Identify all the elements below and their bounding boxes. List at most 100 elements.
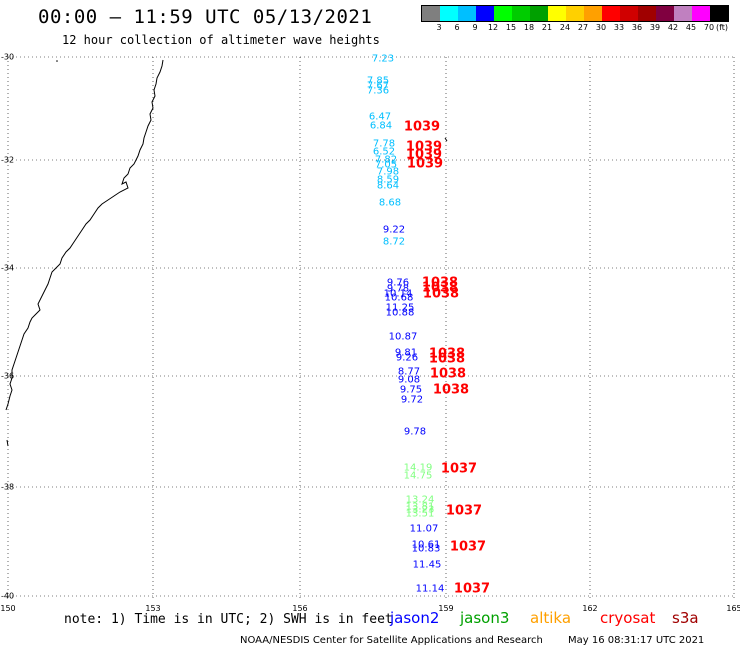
wave-height-value: 14.19 — [403, 462, 433, 474]
legend-tick: 70 — [703, 23, 715, 32]
wave-height-value: 11.45 — [412, 559, 442, 571]
wave-height-value: 7.98 — [376, 166, 400, 178]
wave-height-value: 8.59 — [376, 174, 400, 186]
legend-swatch — [656, 6, 674, 21]
latitude-label: -38 — [1, 482, 15, 492]
pressure-value: 1037 — [445, 503, 483, 519]
wave-height-value: 9.22 — [382, 224, 406, 236]
legend-swatch — [566, 6, 584, 21]
wave-height-value: 6.47 — [368, 111, 392, 123]
legend-swatch — [458, 6, 476, 21]
wave-height-value: 11.25 — [385, 302, 415, 314]
legend-swatch — [422, 6, 440, 21]
wave-height-value: 9.78 — [386, 283, 410, 295]
pressure-value: 1037 — [449, 539, 487, 555]
longitude-label: 156 — [292, 604, 308, 613]
wave-height-value: 14.75 — [403, 470, 433, 482]
legend-tick: 15 — [505, 23, 517, 32]
legend-tick: 42 — [667, 23, 679, 32]
legend-tick: 6 — [454, 23, 460, 32]
wave-height-value: 9.75 — [399, 384, 423, 396]
wave-height-value: 7.05 — [374, 159, 398, 171]
latitude-label: -40 — [1, 591, 15, 601]
legend-tick: 21 — [541, 23, 553, 32]
longitude-label: 162 — [582, 604, 598, 613]
wave-height-value: 10.83 — [411, 543, 441, 555]
wave-height-value: 10.14 — [383, 288, 413, 300]
legend-swatch — [530, 6, 548, 21]
longitude-label: 153 — [145, 604, 161, 613]
legend-swatch — [584, 6, 602, 21]
coastline-fragment — [6, 439, 9, 447]
wave-height-value: 9.81 — [394, 347, 418, 359]
wave-height-value: 7.23 — [371, 53, 395, 65]
coastline — [5, 59, 164, 411]
wave-height-value: 7.36 — [366, 85, 390, 97]
legend-swatch — [710, 6, 728, 21]
legend-swatch — [692, 6, 710, 21]
wave-height-value: 13.23 — [405, 504, 435, 516]
wave-height-value: 13.51 — [405, 508, 435, 520]
legend-tick: 24 — [559, 23, 571, 32]
island-marker — [444, 137, 448, 142]
pressure-value: 1038 — [428, 351, 466, 367]
pressure-value: 1038 — [421, 275, 459, 291]
generated-timestamp: May 16 08:31:17 UTC 2021 — [568, 635, 705, 646]
satellite-label-cryosat: cryosat — [600, 609, 656, 627]
wave-height-value: 8.64 — [376, 180, 400, 192]
wave-height-value: 9.78 — [403, 426, 427, 438]
wave-height-value: 9.08 — [397, 374, 421, 386]
legend-swatch — [638, 6, 656, 21]
pressure-value: 1038 — [422, 286, 460, 302]
wave-height-value: 7.67 — [366, 80, 390, 92]
satellite-label-s3a: s3a — [672, 609, 699, 627]
legend-swatch — [476, 6, 494, 21]
pressure-value: 1039 — [403, 119, 441, 135]
legend-unit: (ft) — [715, 23, 729, 32]
wave-height-value: 11.07 — [409, 523, 439, 535]
wave-height-value: 7.85 — [366, 75, 390, 87]
wave-height-value: 11.14 — [415, 583, 445, 595]
satellite-label-jason3: jason3 — [460, 609, 510, 627]
legend-swatch — [548, 6, 566, 21]
legend-swatch — [602, 6, 620, 21]
footer-note: note: 1) Time is in UTC; 2) SWH is in fe… — [64, 612, 393, 627]
pressure-value: 1039 — [405, 139, 443, 155]
island-marker-dot — [56, 60, 58, 62]
legend-tick: 33 — [613, 23, 625, 32]
wave-height-value: 6.52 — [372, 146, 396, 158]
wave-height-value: 10.87 — [388, 331, 418, 343]
pressure-value: 1038 — [428, 346, 466, 362]
pressure-value: 1037 — [440, 461, 478, 477]
pressure-value: 1038 — [429, 366, 467, 382]
legend-swatch — [674, 6, 692, 21]
pressure-value: 1038 — [421, 280, 459, 296]
wave-height-value: 6.84 — [369, 120, 393, 132]
latitude-label: -30 — [1, 52, 15, 62]
color-scale-legend — [421, 5, 729, 22]
legend-swatch — [440, 6, 458, 21]
legend-tick: 39 — [649, 23, 661, 32]
wave-height-value: 7.82 — [374, 154, 398, 166]
pressure-value: 1037 — [453, 581, 491, 597]
pressure-value: 1039 — [405, 147, 443, 163]
legend-tick: 30 — [595, 23, 607, 32]
wave-height-value: 10.68 — [384, 292, 414, 304]
longitude-label: 165 — [726, 604, 740, 613]
longitude-label: 150 — [0, 604, 16, 613]
legend-tick: 12 — [487, 23, 499, 32]
legend-tick: 18 — [523, 23, 535, 32]
latitude-label: -34 — [1, 263, 15, 273]
credit-text: NOAA/NESDIS Center for Satellite Applica… — [240, 635, 543, 646]
legend-tick: 45 — [685, 23, 697, 32]
legend-tick: 27 — [577, 23, 589, 32]
wave-height-value: 9.26 — [395, 352, 419, 364]
wave-height-value: 10.61 — [411, 539, 441, 551]
legend-swatch — [512, 6, 530, 21]
wave-height-value: 13.81 — [405, 501, 435, 513]
pressure-value: 1038 — [432, 382, 470, 398]
wave-height-value: 8.72 — [382, 236, 406, 248]
map-grid — [7, 56, 735, 600]
wave-height-value: 10.88 — [385, 307, 415, 319]
